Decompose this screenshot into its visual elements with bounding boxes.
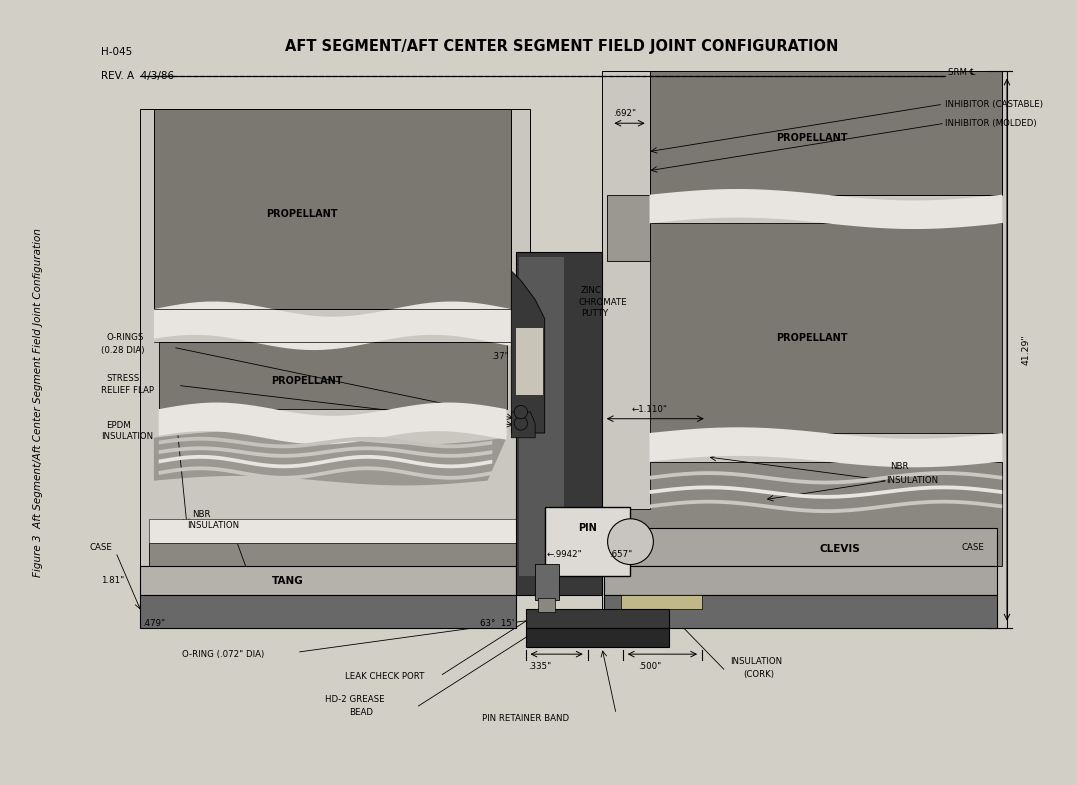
Text: INHIBITOR (MOLDED): INHIBITOR (MOLDED) — [945, 119, 1037, 128]
Polygon shape — [519, 257, 563, 576]
Polygon shape — [526, 629, 669, 648]
Text: PIN RETAINER BAND: PIN RETAINER BAND — [482, 714, 570, 724]
Polygon shape — [604, 567, 997, 595]
Polygon shape — [154, 431, 506, 485]
Text: NBR: NBR — [192, 509, 210, 519]
Text: REV. A  4/3/86: REV. A 4/3/86 — [101, 71, 174, 81]
Bar — [538, 598, 555, 612]
Polygon shape — [512, 271, 545, 433]
Text: (0.28 DIA): (0.28 DIA) — [101, 345, 145, 355]
Text: RELIEF FLAP: RELIEF FLAP — [101, 385, 154, 395]
Text: PROPELLANT: PROPELLANT — [266, 209, 337, 219]
Text: AFT SEGMENT/AFT CENTER SEGMENT FIELD JOINT CONFIGURATION: AFT SEGMENT/AFT CENTER SEGMENT FIELD JOI… — [285, 39, 839, 54]
Polygon shape — [604, 462, 1003, 567]
Circle shape — [607, 519, 654, 564]
Text: .37": .37" — [491, 352, 508, 361]
Text: .500": .500" — [638, 662, 661, 671]
Text: .657": .657" — [610, 550, 633, 559]
Circle shape — [514, 405, 528, 418]
Text: CLEVIS: CLEVIS — [820, 544, 861, 554]
Text: 41.29": 41.29" — [1022, 334, 1031, 365]
Polygon shape — [602, 71, 1007, 629]
Polygon shape — [154, 301, 512, 350]
Polygon shape — [149, 542, 516, 595]
Text: ZINC: ZINC — [581, 286, 602, 294]
Polygon shape — [526, 609, 669, 629]
Text: NBR: NBR — [890, 462, 908, 471]
Bar — [545, 507, 630, 576]
Polygon shape — [140, 567, 516, 595]
Text: PROPELLANT: PROPELLANT — [775, 333, 848, 343]
Text: .335": .335" — [529, 662, 551, 671]
Polygon shape — [158, 342, 506, 409]
Text: PIN: PIN — [578, 524, 597, 533]
Bar — [535, 564, 559, 600]
Text: O-RINGS: O-RINGS — [107, 333, 143, 342]
Text: 63°  15': 63° 15' — [480, 619, 514, 628]
Text: Figure 3  Aft Segment/Aft Center Segment Field Joint Configuration: Figure 3 Aft Segment/Aft Center Segment … — [32, 228, 43, 577]
Text: PUTTY: PUTTY — [581, 309, 609, 319]
Text: CASE: CASE — [89, 543, 112, 552]
Polygon shape — [649, 471, 1003, 484]
Text: TANG: TANG — [271, 575, 304, 586]
Text: (CORK): (CORK) — [743, 670, 774, 679]
Text: HD-2 GREASE: HD-2 GREASE — [325, 696, 386, 704]
Text: LEAK CHECK PORT: LEAK CHECK PORT — [345, 672, 424, 681]
Polygon shape — [512, 412, 535, 438]
Polygon shape — [140, 109, 530, 595]
Polygon shape — [649, 71, 1003, 195]
Text: H-045: H-045 — [101, 47, 132, 57]
Text: INSULATION: INSULATION — [101, 433, 154, 441]
Text: ←1.110": ←1.110" — [631, 405, 668, 414]
Polygon shape — [649, 427, 1003, 467]
Text: EPDM: EPDM — [107, 421, 131, 430]
Polygon shape — [604, 528, 997, 567]
Text: CASE: CASE — [962, 543, 984, 552]
Text: 1.81": 1.81" — [101, 576, 125, 586]
Polygon shape — [649, 500, 1003, 513]
Polygon shape — [154, 109, 512, 309]
Polygon shape — [621, 595, 702, 609]
Polygon shape — [158, 455, 492, 469]
Polygon shape — [158, 436, 492, 448]
Text: INSULATION: INSULATION — [730, 657, 783, 666]
Text: PROPELLANT: PROPELLANT — [270, 375, 342, 385]
Text: BEAD: BEAD — [349, 708, 374, 717]
Polygon shape — [604, 595, 997, 629]
Text: INSULATION: INSULATION — [187, 521, 239, 530]
Circle shape — [514, 417, 528, 430]
Text: CHROMATE: CHROMATE — [578, 298, 627, 307]
Text: ←.9942": ←.9942" — [547, 550, 583, 559]
Polygon shape — [649, 189, 1003, 229]
Polygon shape — [158, 466, 492, 480]
Text: .692": .692" — [613, 109, 637, 119]
Text: .479": .479" — [142, 619, 166, 628]
Text: INHIBITOR (CASTABLE): INHIBITOR (CASTABLE) — [945, 100, 1043, 108]
Polygon shape — [516, 252, 602, 595]
Polygon shape — [158, 447, 492, 458]
Polygon shape — [606, 195, 649, 261]
Polygon shape — [140, 595, 516, 629]
Text: O-RING (.072" DIA): O-RING (.072" DIA) — [182, 650, 265, 659]
Text: INSULATION: INSULATION — [886, 476, 938, 485]
Text: STRESS: STRESS — [107, 374, 140, 383]
Polygon shape — [649, 223, 1003, 433]
Text: PROPELLANT: PROPELLANT — [775, 133, 848, 143]
Polygon shape — [149, 519, 516, 542]
Polygon shape — [158, 403, 506, 444]
Polygon shape — [649, 485, 1003, 498]
Polygon shape — [516, 328, 543, 395]
Text: SRM ℄: SRM ℄ — [948, 68, 975, 77]
